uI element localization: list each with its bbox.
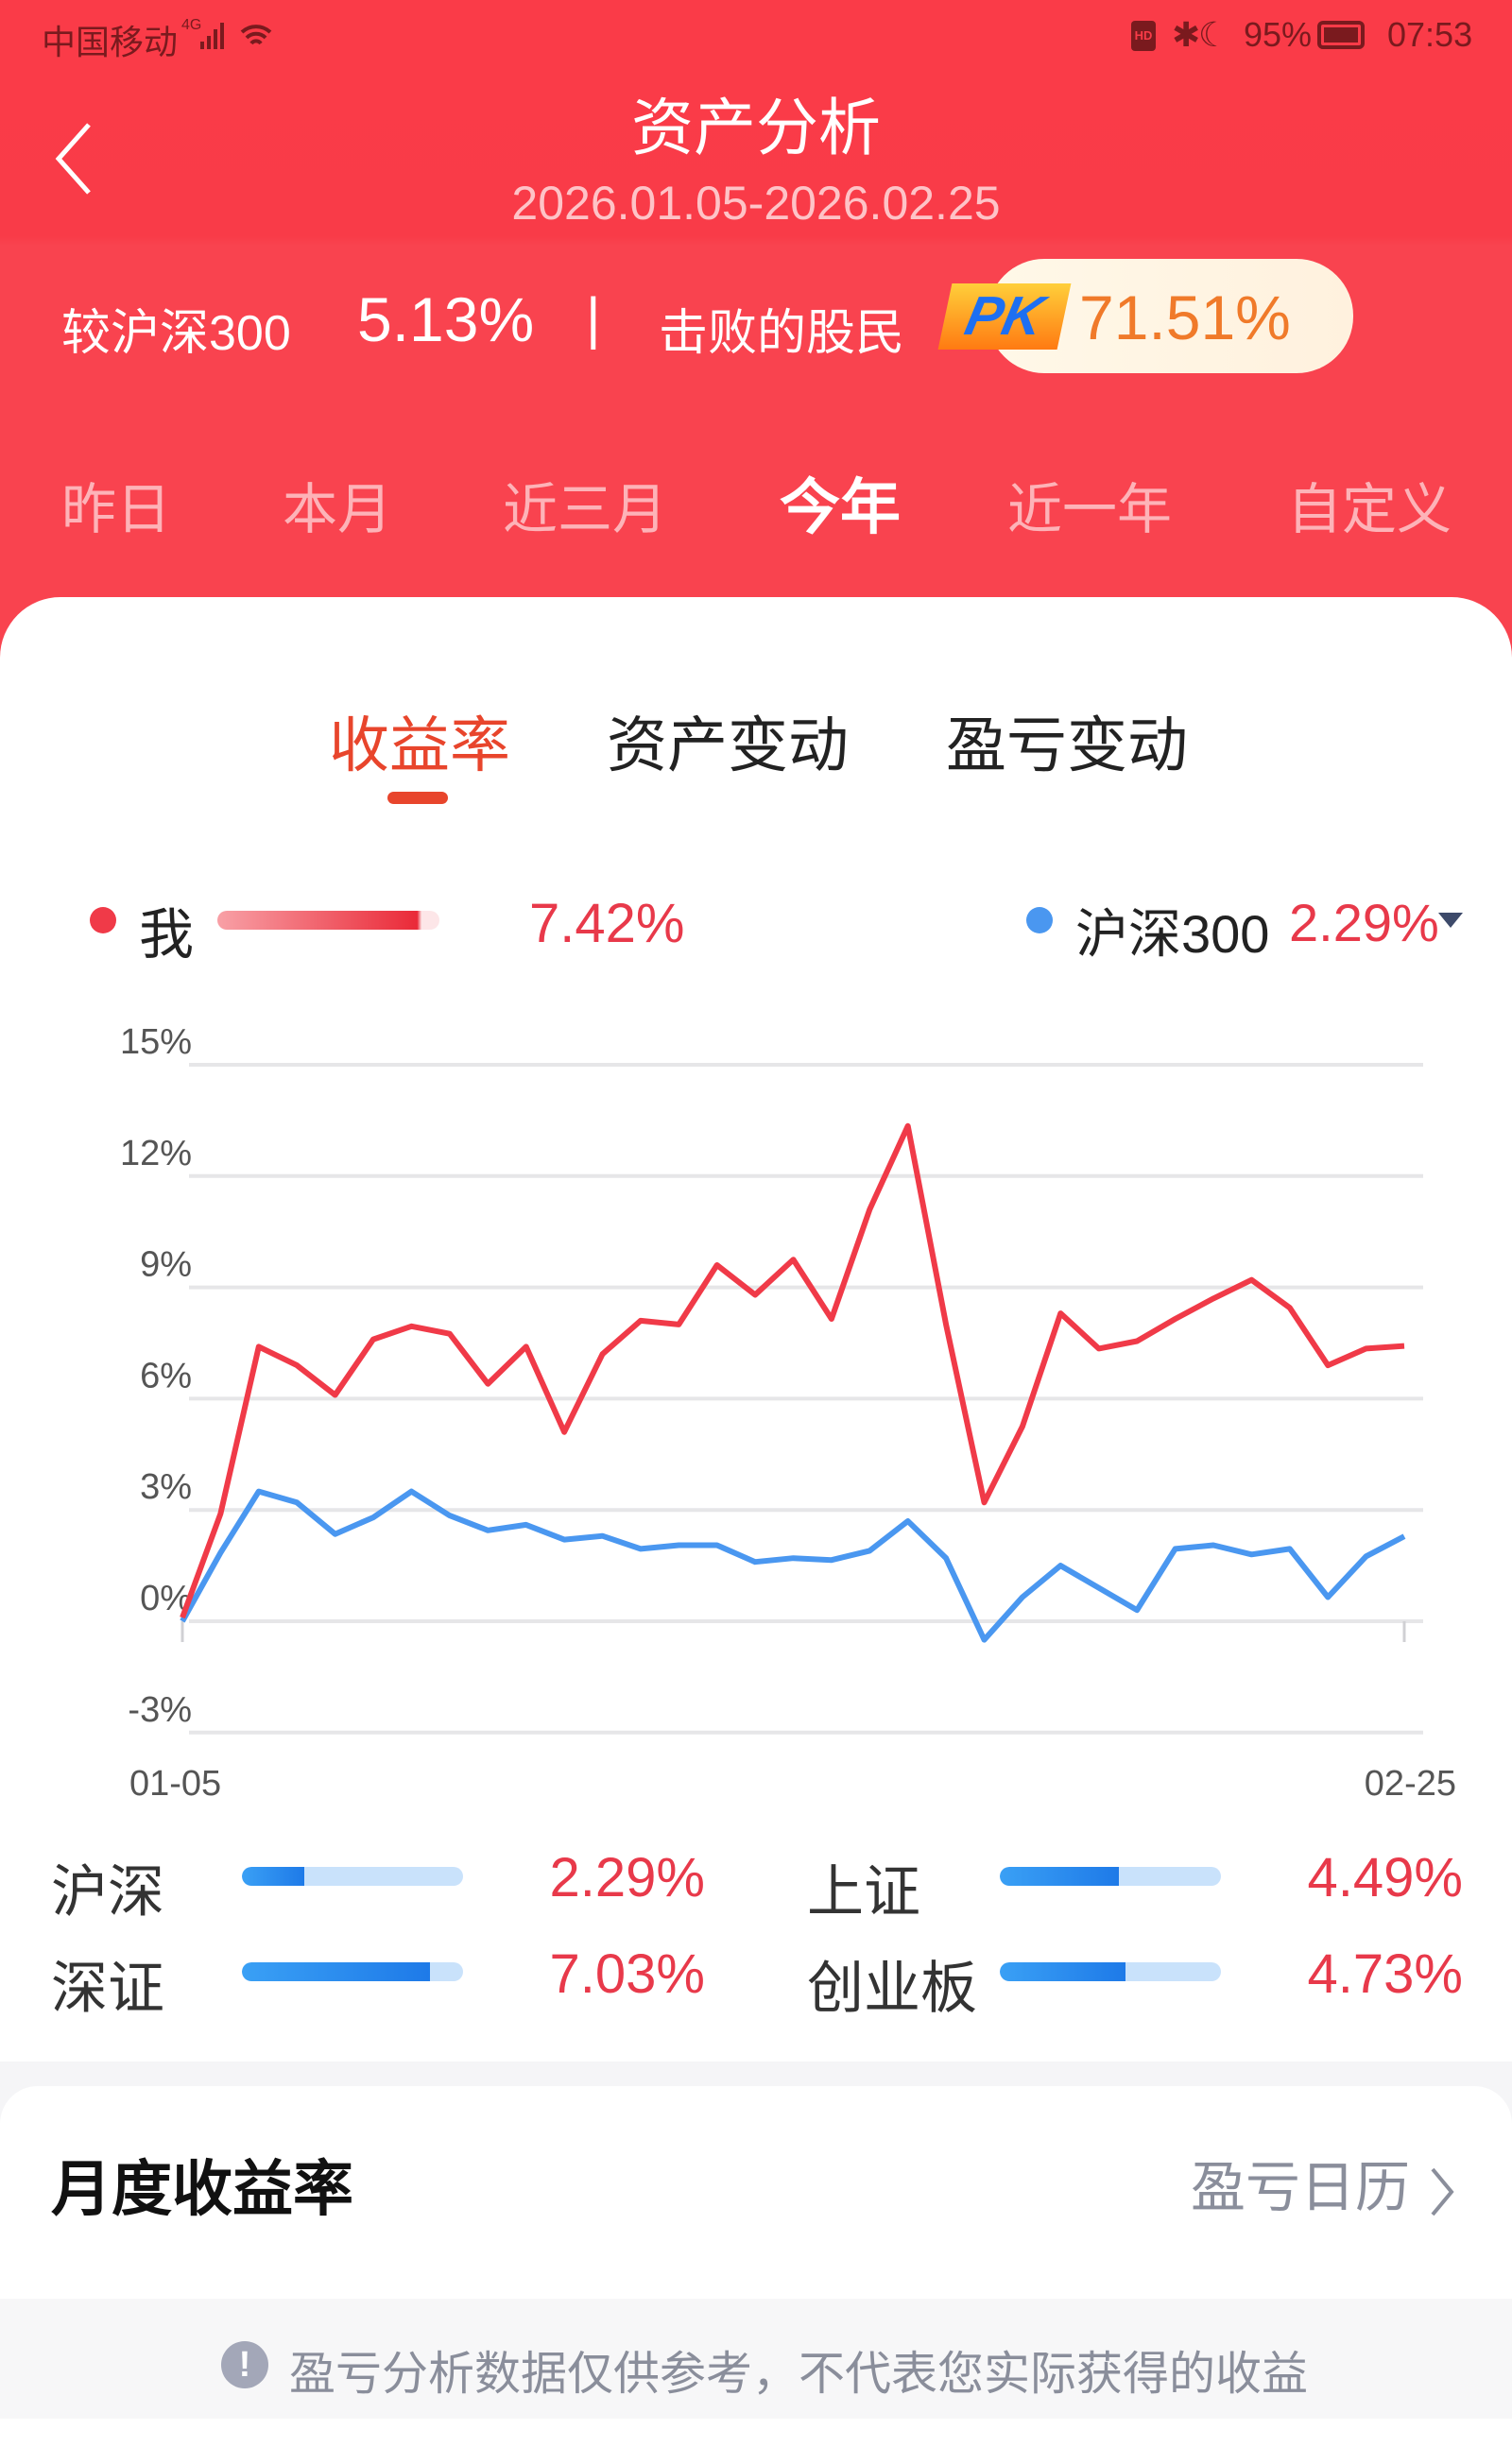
bench-legend-label[interactable]: 沪深300 bbox=[1075, 892, 1269, 968]
me-legend-bar bbox=[217, 911, 439, 930]
compare-value: 5.13% bbox=[357, 283, 534, 355]
y-tick-label: -3% bbox=[128, 1690, 192, 1730]
date-range[interactable]: 2026.01.05-2026.02.25 bbox=[0, 176, 1512, 231]
signal-icon bbox=[200, 21, 285, 51]
index-label-sh: 上证 bbox=[807, 1846, 920, 1928]
header: 中国移动 4G HD ✱ ☾ 95% 07:53 资产分析 2026.01.05… bbox=[0, 0, 1512, 661]
beat-value: 71.51% bbox=[1079, 282, 1291, 353]
moon-icon: ☾ bbox=[1198, 15, 1228, 55]
y-tick-label: 12% bbox=[120, 1134, 192, 1173]
tab-this-month[interactable]: 本月 bbox=[283, 465, 392, 544]
disclaimer-bar: ! 盈亏分析数据仅供参考，不代表您实际获得的收益 bbox=[0, 2299, 1512, 2419]
bench-series-line bbox=[182, 1492, 1404, 1640]
index-bar-sh bbox=[1000, 1867, 1221, 1886]
index-value-hs: 2.29% bbox=[459, 1846, 705, 1909]
pk-badge: PK bbox=[938, 283, 1072, 350]
compare-label: 较沪深300 bbox=[61, 293, 291, 364]
hd-icon: HD bbox=[1131, 21, 1156, 51]
me-series-line bbox=[182, 1126, 1404, 1617]
index-bar-cyb bbox=[1000, 1962, 1221, 1981]
index-value-sz: 7.03% bbox=[459, 1942, 705, 2006]
tab-three-months[interactable]: 近三月 bbox=[503, 465, 667, 544]
index-bar-hs bbox=[242, 1867, 463, 1886]
index-label-cyb: 创业板 bbox=[807, 1942, 977, 2025]
me-legend-label: 我 bbox=[139, 890, 194, 969]
tab-this-year[interactable]: 今年 bbox=[780, 459, 901, 546]
network-type: 4G bbox=[181, 17, 201, 34]
bench-legend-dot bbox=[1026, 907, 1053, 933]
index-value-cyb: 4.73% bbox=[1217, 1942, 1463, 2006]
me-return-value: 7.42% bbox=[529, 892, 684, 955]
battery-percent: 95% bbox=[1244, 15, 1312, 55]
x-end-label: 02-25 bbox=[1365, 1764, 1456, 1804]
bench-return-value[interactable]: 2.29% bbox=[1289, 892, 1439, 953]
tab-one-year[interactable]: 近一年 bbox=[1007, 465, 1172, 544]
tab-yesterday[interactable]: 昨日 bbox=[61, 465, 171, 544]
carrier: 中国移动 bbox=[42, 15, 178, 64]
bluetooth-icon: ✱ bbox=[1172, 15, 1200, 55]
index-value-sh: 4.49% bbox=[1217, 1846, 1463, 1909]
subtab-asset-change[interactable]: 资产变动 bbox=[607, 697, 849, 784]
monthly-title: 月度收益率 bbox=[51, 2141, 353, 2228]
x-start-label: 01-05 bbox=[129, 1764, 221, 1804]
chevron-right-icon bbox=[1423, 2165, 1461, 2218]
y-tick-label: 9% bbox=[140, 1245, 192, 1285]
tab-custom[interactable]: 自定义 bbox=[1287, 465, 1452, 544]
calendar-link[interactable]: 盈亏日历 bbox=[1191, 2143, 1461, 2222]
index-label-sz: 深证 bbox=[51, 1942, 164, 2025]
battery-icon bbox=[1317, 21, 1365, 49]
separator: | bbox=[586, 285, 601, 351]
disclaimer-text: 盈亏分析数据仅供参考，不代表您实际获得的收益 bbox=[289, 2336, 1308, 2404]
clock: 07:53 bbox=[1387, 15, 1472, 55]
subtab-return-rate[interactable]: 收益率 bbox=[329, 697, 510, 784]
calendar-link-label: 盈亏日历 bbox=[1191, 2157, 1410, 2218]
index-label-hs: 沪深 bbox=[51, 1846, 164, 1928]
me-legend-dot bbox=[90, 907, 116, 933]
page-title: 资产分析 bbox=[0, 77, 1512, 168]
y-tick-label: 15% bbox=[120, 1022, 192, 1062]
exclamation-icon: ! bbox=[221, 2341, 268, 2388]
active-subtab-indicator bbox=[387, 792, 448, 804]
y-tick-label: 6% bbox=[140, 1356, 192, 1395]
subtab-pnl-change[interactable]: 盈亏变动 bbox=[946, 697, 1188, 784]
beat-label: 击败的股民 bbox=[659, 293, 904, 364]
caret-down-icon[interactable] bbox=[1438, 913, 1463, 930]
y-tick-label: 3% bbox=[140, 1467, 192, 1507]
index-bar-sz bbox=[242, 1962, 463, 1981]
